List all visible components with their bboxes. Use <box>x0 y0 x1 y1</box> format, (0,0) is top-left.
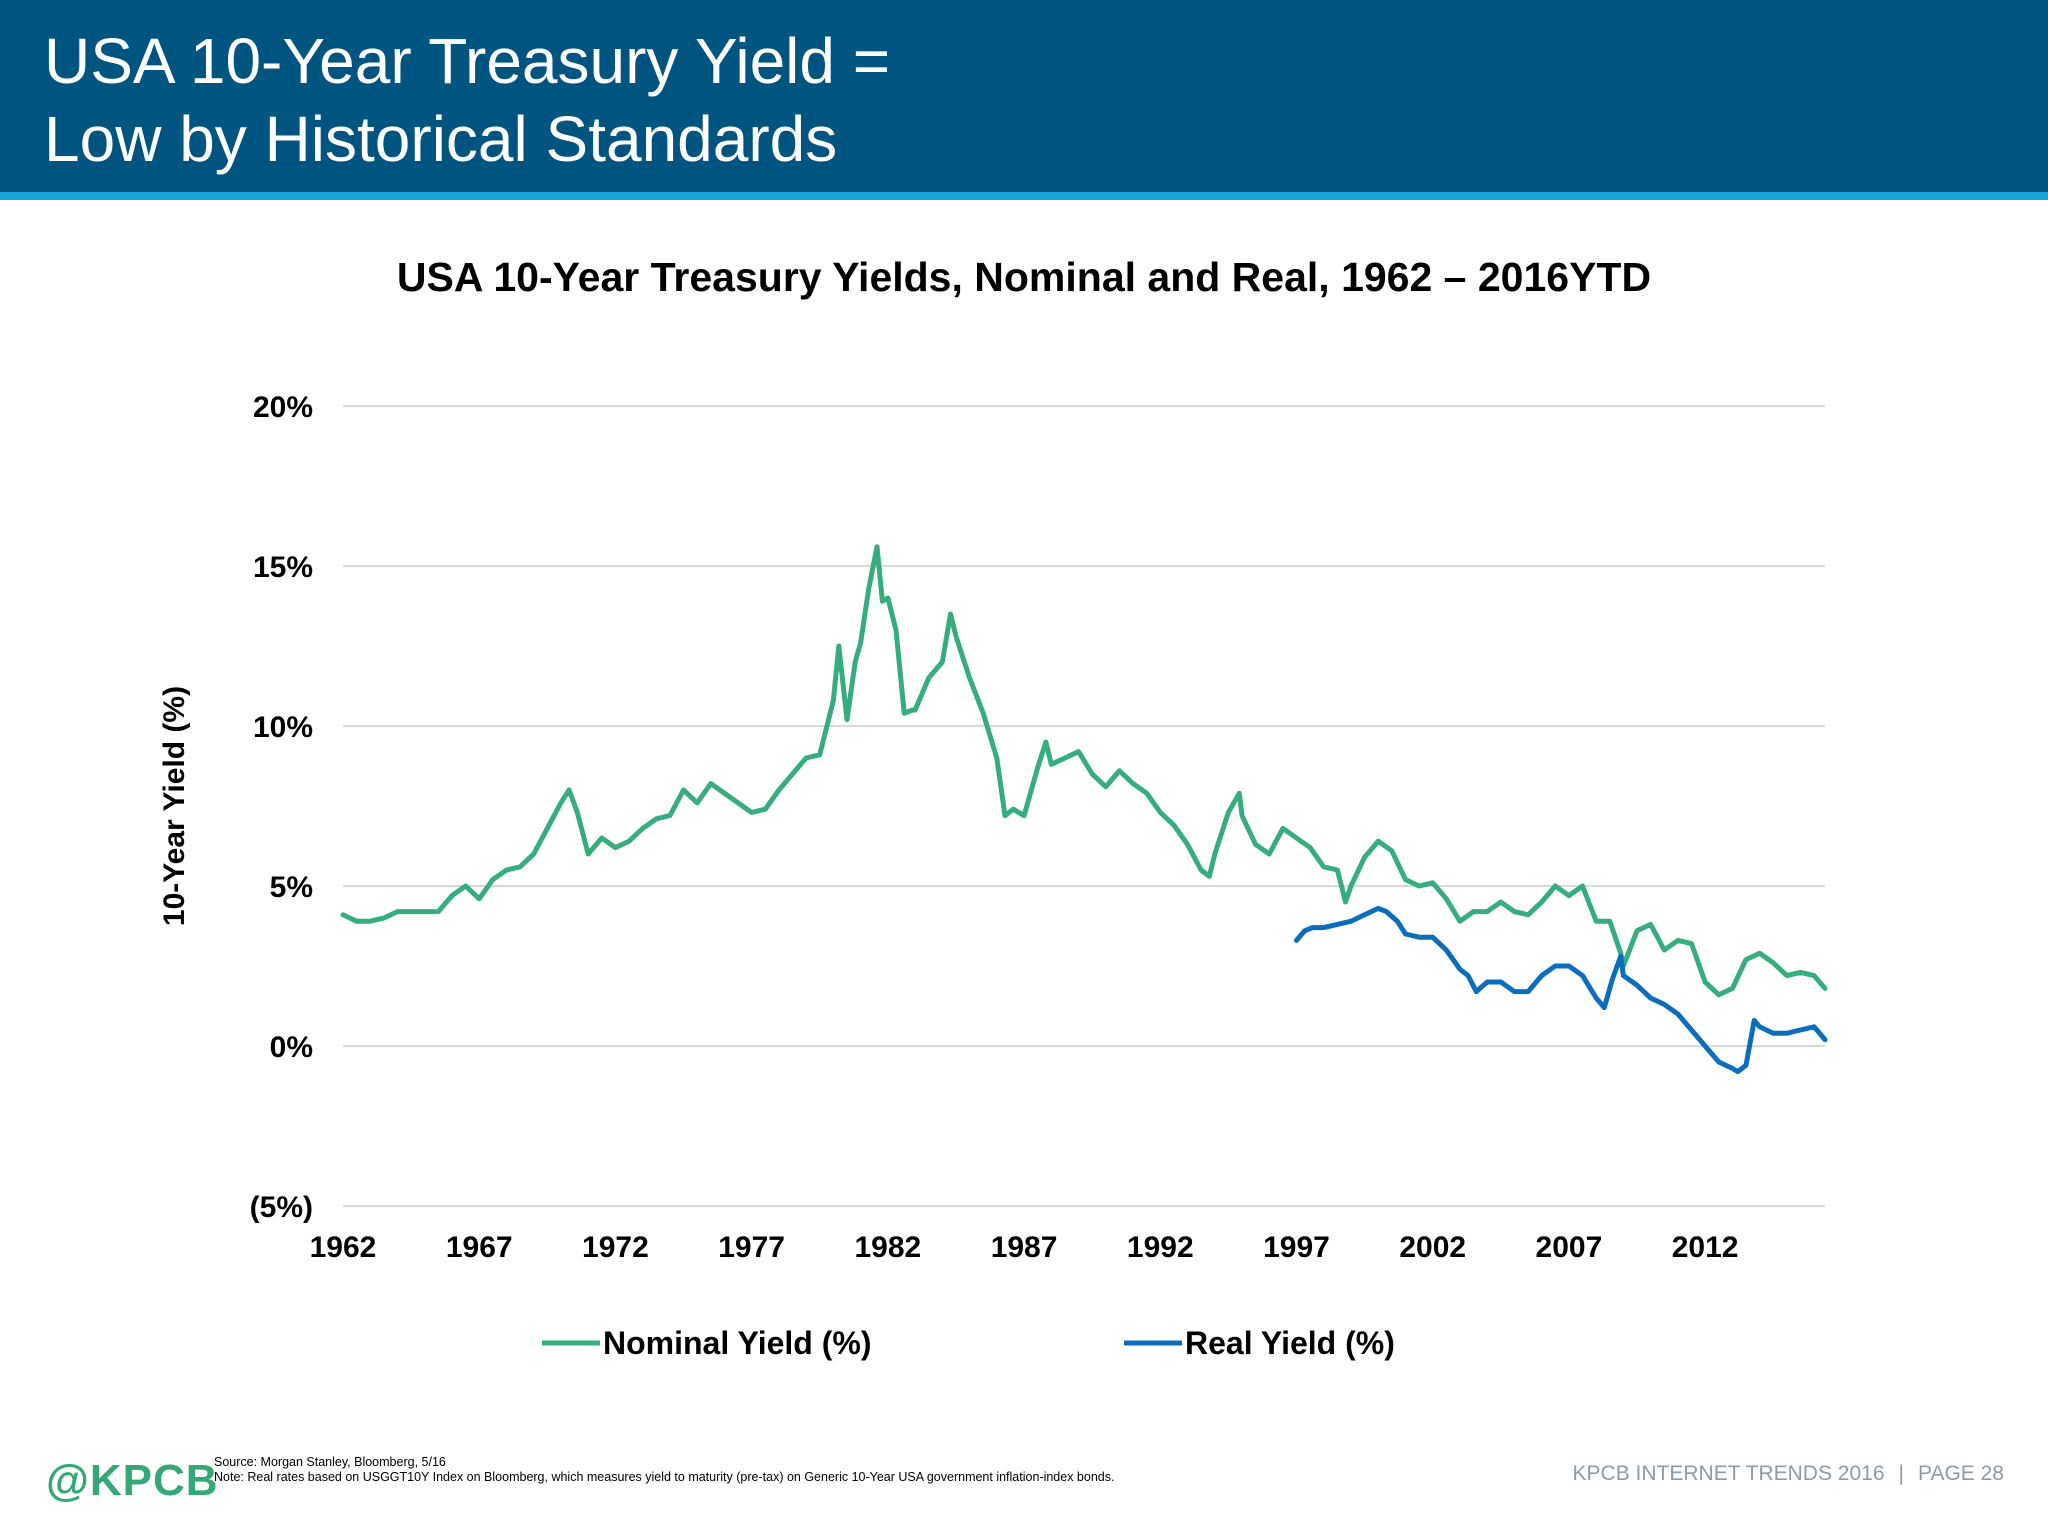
real-yield-line <box>1294 905 1828 1075</box>
y-tick-label: 0% <box>270 1031 313 1064</box>
x-tick-label: 2002 <box>1399 1231 1466 1264</box>
slide-title: USA 10-Year Treasury Yield = Low by Hist… <box>44 22 890 178</box>
y-tick-label: 20% <box>253 391 313 424</box>
x-tick-label: 1962 <box>310 1231 377 1264</box>
footer-separator: | <box>1898 1462 1904 1485</box>
footer-page-info: KPCB INTERNET TRENDS 2016 | PAGE 28 <box>1573 1462 2004 1486</box>
y-tick-label: 10% <box>253 711 313 744</box>
x-tick-label: 2007 <box>1536 1231 1603 1264</box>
slide-title-line-1: USA 10-Year Treasury Yield = <box>44 25 891 97</box>
x-tick-label: 1992 <box>1127 1231 1194 1264</box>
nominal-yield-line <box>340 544 1828 998</box>
source-note: Source: Morgan Stanley, Bloomberg, 5/16 <box>214 1455 446 1469</box>
page-number: PAGE 28 <box>1918 1462 2004 1485</box>
legend-label: Real Yield (%) <box>1185 1325 1395 1361</box>
y-tick-label: 15% <box>253 551 313 584</box>
report-name: KPCB INTERNET TRENDS 2016 <box>1572 1462 1885 1485</box>
x-tick-label: 1972 <box>582 1231 649 1264</box>
chart-title: USA 10-Year Treasury Yields, Nominal and… <box>396 254 1652 300</box>
x-tick-label: 1997 <box>1263 1231 1330 1264</box>
y-tick-label: 5% <box>270 871 313 904</box>
x-tick-label: 1967 <box>446 1231 513 1264</box>
treasury-yield-chart: (5%) 0% 5% 10% 15% 20% 1962 1967 1972 1977 1982 198… <box>158 391 1828 1361</box>
header-accent-stripe <box>0 192 2048 200</box>
kpcb-logo: @KPCB <box>46 1456 219 1505</box>
x-tick-label: 1977 <box>718 1231 785 1264</box>
slide-header <box>0 0 2048 192</box>
legend-label: Nominal Yield (%) <box>603 1325 871 1361</box>
x-tick-label: 1987 <box>991 1231 1058 1264</box>
methodology-note: Note: Real rates based on USGGT10Y Index… <box>214 1470 1115 1484</box>
y-axis-label: 10-Year Yield (%) <box>158 686 191 926</box>
x-tick-label: 1982 <box>854 1231 921 1264</box>
slide-title-line-2: Low by Historical Standards <box>44 103 838 175</box>
y-tick-label: (5%) <box>250 1191 313 1224</box>
footer-notes: Source: Morgan Stanley, Bloomberg, 5/16 … <box>214 1455 1114 1485</box>
x-tick-label: 2012 <box>1672 1231 1739 1264</box>
